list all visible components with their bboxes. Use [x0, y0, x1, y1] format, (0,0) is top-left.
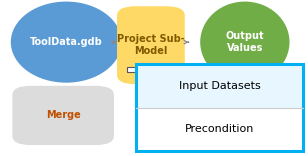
Text: Output: Output: [178, 103, 217, 113]
Text: Precondition: Precondition: [185, 124, 254, 134]
Bar: [136, 108, 303, 151]
Ellipse shape: [200, 2, 290, 83]
Text: Merge: Merge: [46, 110, 80, 120]
FancyBboxPatch shape: [117, 6, 185, 84]
Text: Input Datasets: Input Datasets: [179, 81, 260, 91]
Bar: [224, 78, 232, 83]
Bar: [127, 67, 136, 72]
Text: ToolData.gdb: ToolData.gdb: [30, 37, 103, 47]
FancyBboxPatch shape: [12, 86, 114, 145]
Text: Output
Values: Output Values: [225, 31, 264, 53]
Ellipse shape: [11, 2, 122, 83]
Bar: [136, 64, 303, 108]
Text: Project Sub-
Model: Project Sub- Model: [117, 34, 185, 56]
Ellipse shape: [152, 87, 242, 140]
